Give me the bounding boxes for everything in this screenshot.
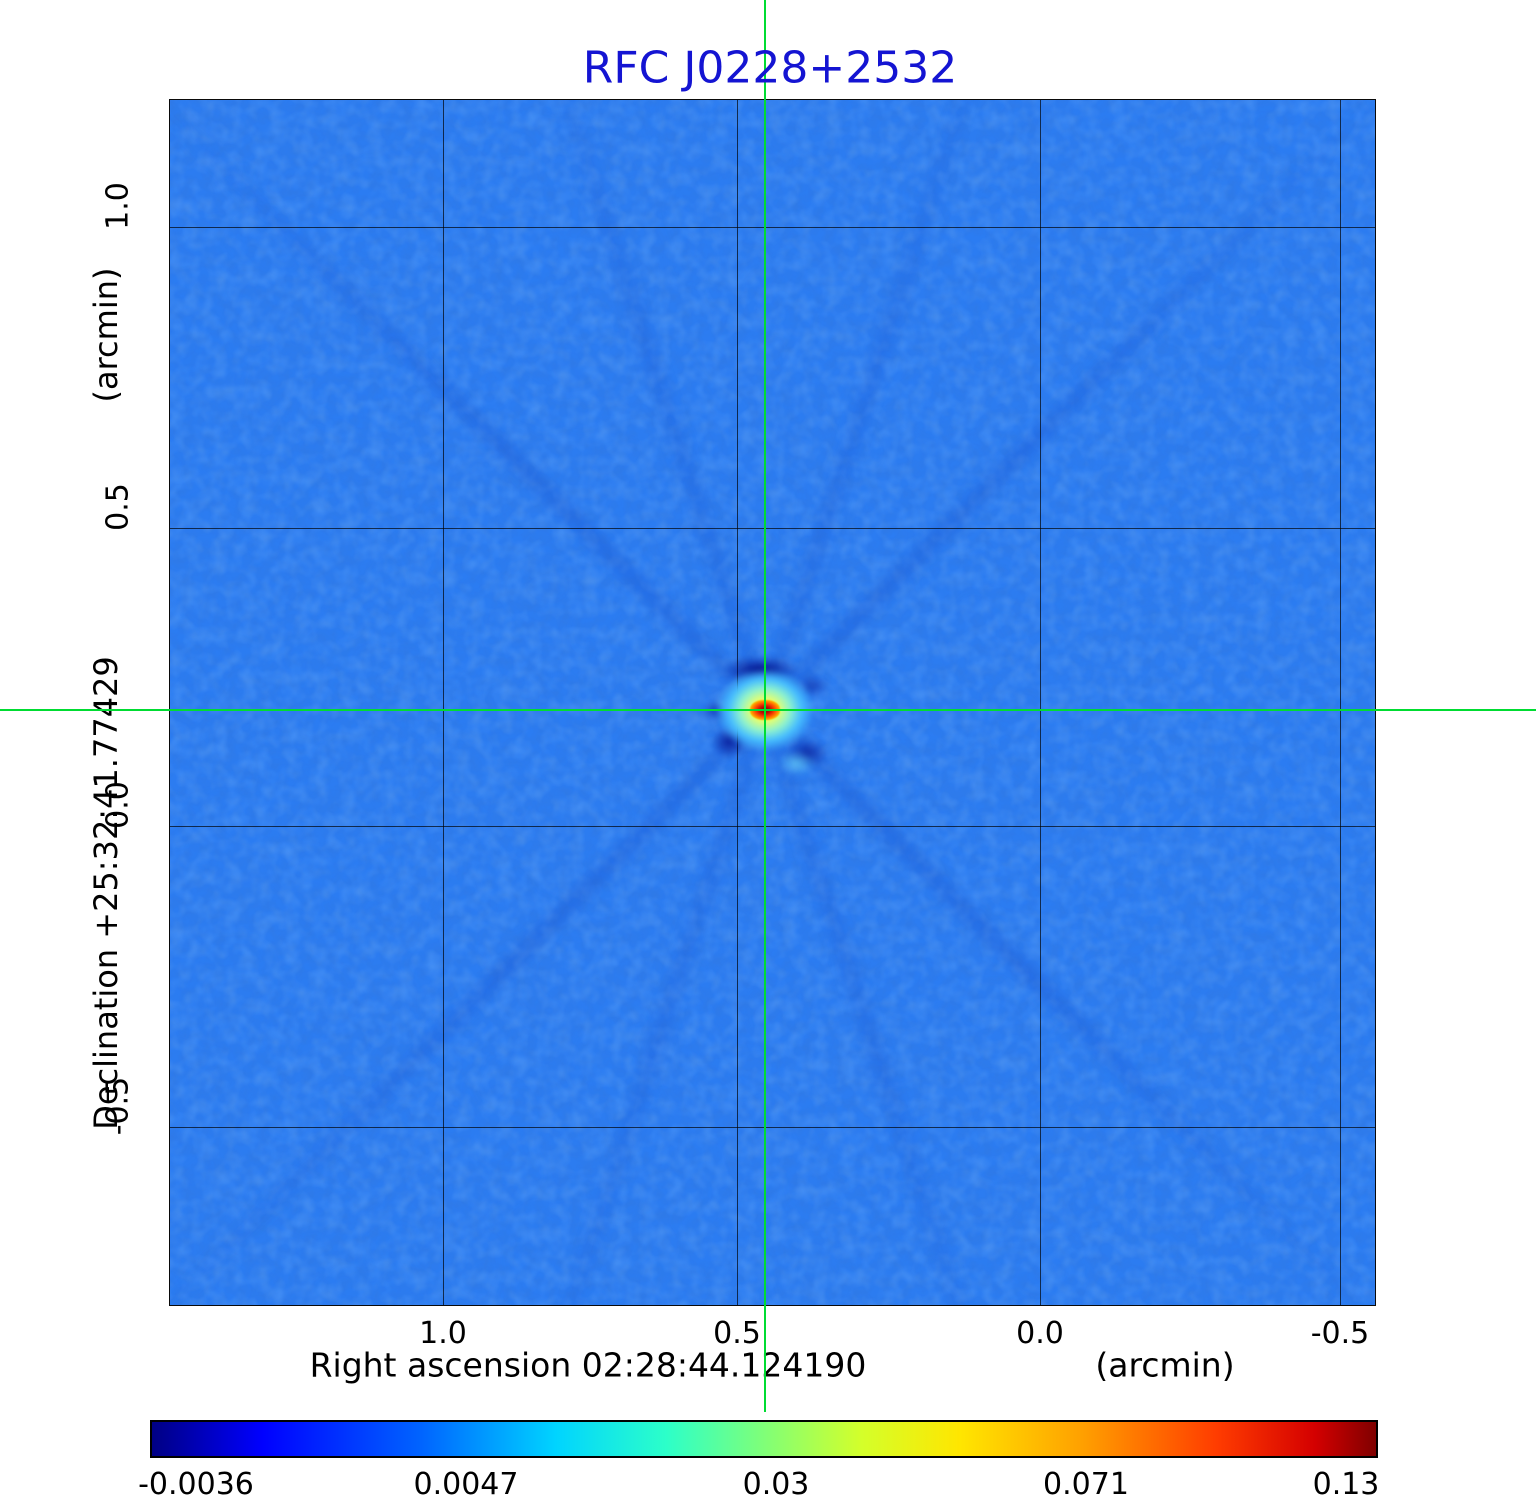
grid-line-vertical <box>1340 100 1341 1305</box>
grid-line-horizontal <box>170 826 1375 827</box>
source-cyan-tail <box>777 750 817 776</box>
crosshair-horizontal-line <box>0 709 1536 711</box>
y-tick-label: 0.5 <box>100 483 136 531</box>
crosshair-vertical-line <box>764 0 766 1412</box>
colorbar <box>150 1420 1378 1458</box>
colorbar-tick-label: 0.03 <box>742 1467 810 1502</box>
grid-line-horizontal <box>170 528 1375 529</box>
x-axis-label: Right ascension 02:28:44.124190 <box>309 1345 867 1385</box>
y-tick-label: -0.5 <box>100 1076 136 1136</box>
grid-line-horizontal <box>170 1127 1375 1128</box>
colorbar-tick-label: 0.071 <box>1043 1467 1129 1502</box>
image-panel <box>170 100 1375 1305</box>
y-tick-label: 1.0 <box>100 182 136 230</box>
colorbar-tick-label: 0.13 <box>1312 1467 1380 1502</box>
grid-line-horizontal <box>170 227 1375 228</box>
colorbar-tick-label: -0.0036 <box>138 1467 254 1502</box>
x-tick-label: 0.0 <box>1016 1316 1064 1351</box>
colorbar-tick-label: 0.0047 <box>413 1467 519 1502</box>
x-tick-label: 1.0 <box>419 1316 467 1351</box>
y-axis-unit-label: (arcmin) <box>87 267 125 403</box>
x-tick-label: 0.5 <box>713 1316 761 1351</box>
y-axis-label: Declination +25:32:41.77429 <box>87 656 125 1130</box>
grid-line-vertical <box>1040 100 1041 1305</box>
x-tick-label: -0.5 <box>1310 1316 1370 1351</box>
x-axis-unit-label: (arcmin) <box>1095 1345 1235 1385</box>
grid-line-vertical <box>443 100 444 1305</box>
plot-title: RFC J0228+2532 <box>582 42 958 94</box>
